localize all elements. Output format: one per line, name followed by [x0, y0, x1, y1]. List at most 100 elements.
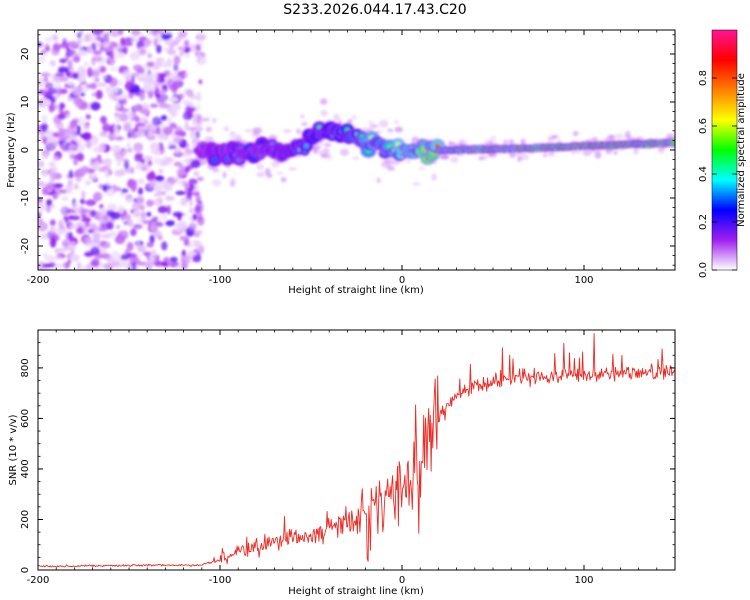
heatmap-noise-cell: [124, 41, 133, 47]
heatmap-noise-cell: [153, 231, 163, 237]
heatmap-noise-cell: [139, 91, 146, 101]
heatmap-noise-cell: [146, 124, 153, 132]
heatmap-noise-cell: [165, 220, 176, 227]
heatmap-noise-cell: [166, 79, 175, 88]
heatmap-noise-cell: [131, 179, 138, 190]
heatmap-noise-cell: [192, 213, 197, 221]
snr-xtick-label: -100: [209, 575, 232, 586]
heatmap-noise-cell: [49, 161, 55, 169]
heatmap-noise-cell: [146, 241, 154, 248]
heatmap-noise-cell: [89, 82, 98, 90]
heatmap-noise-cell: [49, 227, 56, 233]
spectrogram-ytick-label: 0: [20, 147, 31, 153]
heatmap-noise-cell: [98, 166, 108, 173]
heatmap-halo-cell: [211, 179, 222, 187]
heatmap-noise-cell: [196, 176, 204, 181]
spectrogram-heatmap: [38, 30, 675, 270]
heatmap-noise-cell: [66, 125, 76, 134]
heatmap-noise-cell: [45, 205, 51, 213]
heatmap-noise-cell: [52, 42, 61, 52]
snr-xtick-label: -200: [27, 575, 50, 586]
heatmap-halo-cell: [252, 127, 263, 135]
heatmap-noise-cell: [48, 103, 55, 113]
heatmap-noise-cell: [68, 232, 73, 241]
heatmap-noise-cell: [102, 74, 107, 80]
heatmap-noise-cell: [163, 126, 173, 135]
heatmap-noise-cell: [98, 218, 108, 225]
heatmap-halo-cell: [582, 150, 592, 156]
heatmap-noise-cell: [98, 183, 103, 190]
heatmap-noise-cell: [130, 228, 137, 237]
heatmap-noise-cell: [108, 125, 115, 134]
heatmap-noise-cell: [68, 169, 74, 179]
heatmap-noise-cell: [169, 256, 178, 263]
heatmap-noise-cell: [60, 42, 70, 49]
heatmap-noise-cell: [90, 101, 101, 111]
heatmap-noise-cell: [73, 183, 79, 190]
heatmap-noise-cell: [124, 213, 131, 221]
heatmap-noise-cell: [118, 113, 129, 122]
heatmap-noise-cell: [160, 115, 168, 121]
heatmap-noise-cell: [81, 208, 92, 214]
heatmap-halo-cell: [440, 155, 450, 160]
heatmap-halo-cell: [387, 166, 396, 171]
heatmap-noise-cell: [44, 91, 53, 100]
colorbar-tick-label: 0.6: [698, 118, 709, 134]
heatmap-noise-cell: [144, 30, 153, 34]
heatmap-noise-cell: [123, 161, 130, 170]
heatmap-noise-cell: [128, 128, 137, 136]
heatmap-halo-cell: [375, 130, 382, 134]
heatmap-noise-cell: [168, 144, 177, 150]
heatmap-noise-cell: [110, 251, 121, 261]
heatmap-noise-cell: [42, 263, 52, 268]
heatmap-noise-cell: [73, 158, 79, 166]
heatmap-noise-cell: [96, 82, 107, 88]
snr-ytick-label: 400: [20, 459, 31, 478]
heatmap-halo-cell: [591, 136, 599, 143]
heatmap-noise-cell: [92, 146, 104, 154]
heatmap-noise-cell: [105, 85, 115, 95]
heatmap-halo-cell: [251, 133, 260, 138]
heatmap-halo-cell: [288, 167, 297, 171]
heatmap-noise-cell: [76, 125, 81, 135]
heatmap-noise-cell: [182, 111, 193, 121]
heatmap-noise-cell: [177, 46, 187, 51]
heatmap-noise-cell: [57, 113, 67, 120]
heatmap-noise-cell: [38, 89, 44, 95]
colorbar-tick-label: 0.2: [698, 214, 709, 230]
heatmap-noise-cell: [75, 176, 82, 183]
heatmap-noise-cell: [59, 58, 67, 64]
heatmap-noise-cell: [195, 103, 201, 112]
heatmap-noise-cell: [109, 77, 118, 88]
heatmap-noise-cell: [198, 30, 204, 37]
heatmap-noise-cell: [191, 239, 201, 244]
heatmap-noise-cell: [195, 204, 202, 213]
heatmap-noise-cell: [120, 254, 130, 261]
spectrogram-xtick-label: 100: [574, 275, 593, 286]
heatmap-ridge-cell: [211, 157, 218, 163]
heatmap-halo-cell: [605, 148, 613, 155]
heatmap-noise-cell: [115, 224, 121, 230]
heatmap-noise-cell: [147, 159, 153, 167]
heatmap-noise-cell: [136, 195, 145, 205]
heatmap-noise-cell: [150, 149, 161, 155]
heatmap-noise-cell: [134, 104, 144, 112]
heatmap-noise-cell: [114, 112, 120, 118]
heatmap-noise-cell: [173, 147, 182, 154]
heatmap-noise-cell: [193, 243, 202, 248]
heatmap-noise-cell: [196, 212, 203, 222]
heatmap-halo-cell: [450, 156, 459, 163]
heatmap-noise-cell: [104, 188, 116, 197]
heatmap-noise-cell: [39, 233, 49, 240]
heatmap-noise-cell: [175, 190, 187, 195]
heatmap-noise-cell: [151, 30, 158, 37]
heatmap-noise-cell: [44, 129, 54, 140]
colorbar-gradient: [711, 29, 738, 271]
heatmap-noise-cell: [114, 150, 121, 158]
figure-title: S233.2026.044.17.43.C20: [283, 2, 466, 18]
heatmap-noise-cell: [132, 223, 143, 230]
heatmap-noise-cell: [69, 223, 80, 229]
heatmap-noise-cell: [114, 124, 119, 134]
heatmap-halo-cell: [296, 128, 301, 135]
spectrogram-xtick-label: -200: [27, 275, 50, 286]
